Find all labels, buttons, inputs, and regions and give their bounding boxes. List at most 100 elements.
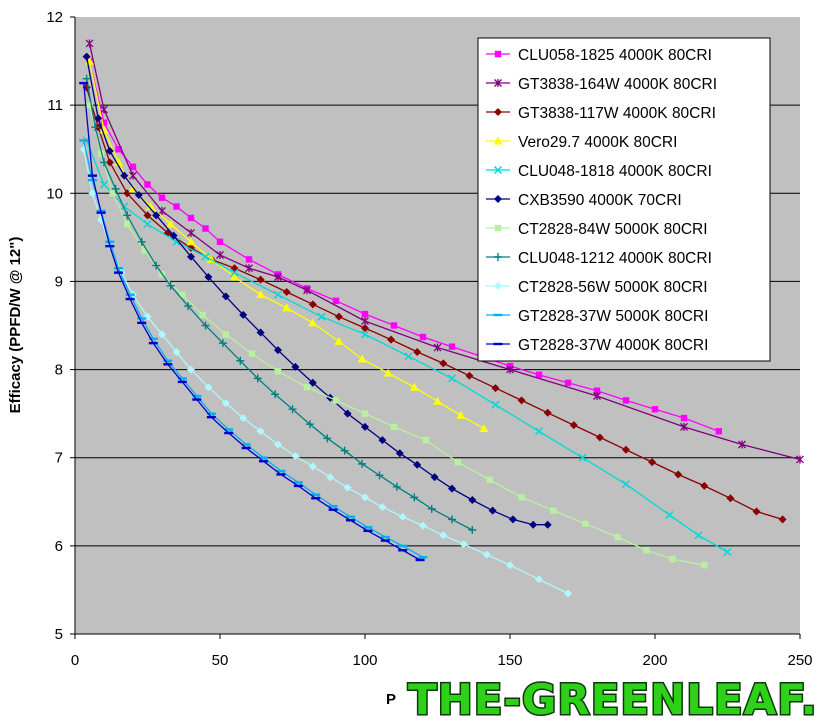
legend-item: CT2828-84W 5000K 80CRI [486, 221, 708, 238]
data-point [518, 494, 525, 501]
data-point [398, 549, 408, 552]
x-tick-label: 0 [71, 652, 79, 669]
data-point [172, 347, 181, 356]
data-point [177, 377, 187, 380]
data-point [508, 515, 517, 524]
data-point [82, 74, 91, 83]
data-point [308, 300, 317, 309]
data-point [361, 310, 369, 318]
data-point [447, 374, 457, 383]
data-point [158, 330, 166, 339]
data-point [375, 471, 384, 480]
legend-label: GT2828-37W 4000K 80CRI [518, 337, 708, 354]
data-point [230, 268, 239, 277]
data-point [206, 412, 216, 415]
legend-label: CT2828-56W 5000K 80CRI [518, 279, 708, 296]
data-point [390, 423, 398, 431]
data-point [564, 379, 572, 386]
data-point [383, 368, 393, 377]
data-point [491, 384, 500, 393]
data-point [363, 526, 373, 529]
series-4 [82, 136, 732, 557]
data-point [422, 436, 430, 444]
data-point [143, 211, 152, 220]
legend-marker [494, 224, 502, 232]
data-point [311, 497, 321, 500]
data-point [221, 399, 230, 408]
data-point [236, 356, 245, 365]
data-point [177, 380, 187, 384]
data-point [614, 533, 621, 541]
legend-item: GT2828-37W 4000K 80CRI [486, 337, 708, 354]
data-point [245, 264, 253, 273]
data-point [593, 392, 601, 401]
legend-label: CLU048-1212 4000K 80CRI [518, 250, 712, 267]
legend: CLU058-1825 4000K 80CRI GT3838-164W 4000K… [477, 37, 771, 362]
series-line [83, 83, 421, 561]
legend-item: GT2828-37W 5000K 80CRI [486, 308, 708, 325]
data-point [363, 529, 373, 533]
data-point [378, 503, 387, 512]
data-point [91, 123, 100, 132]
legend-label: GT3838-117W 4000K 80CRI [518, 105, 716, 122]
data-point [456, 410, 466, 419]
data-point [459, 540, 468, 549]
y-tick-label: 11 [47, 97, 63, 114]
legend-label: GT2828-37W 5000K 80CRI [518, 308, 708, 325]
data-point [380, 535, 390, 539]
data-point [111, 184, 120, 193]
data-point [543, 408, 552, 417]
series-6 [86, 101, 708, 569]
data-point [105, 240, 115, 243]
data-point [120, 171, 129, 180]
series-5 [82, 52, 552, 529]
series-1 [85, 39, 804, 464]
data-point [550, 507, 557, 514]
data-point [187, 214, 195, 222]
data-point [529, 520, 538, 529]
data-point [415, 558, 425, 562]
legend-marker [493, 313, 503, 317]
data-point [105, 244, 115, 248]
data-point [622, 397, 630, 404]
data-point [158, 206, 166, 215]
series-10 [79, 81, 425, 562]
data-point [674, 470, 683, 479]
data-point [433, 343, 442, 352]
data-point [517, 396, 526, 405]
data-point [125, 297, 135, 301]
data-point [100, 119, 108, 126]
data-point [184, 302, 193, 311]
data-point [239, 414, 248, 423]
data-point [482, 550, 491, 559]
legend-marker [493, 136, 503, 145]
data-point [398, 512, 407, 521]
data-point [506, 365, 514, 374]
data-point [134, 191, 143, 200]
data-point [79, 81, 89, 85]
data-point [680, 414, 688, 422]
data-point [564, 589, 572, 598]
data-point [291, 451, 300, 460]
data-point [380, 539, 390, 542]
data-point [124, 220, 131, 228]
data-point [241, 446, 251, 450]
data-point [346, 519, 355, 522]
data-point [534, 427, 544, 436]
data-point [256, 427, 265, 436]
data-point [125, 293, 135, 296]
data-point [141, 247, 148, 254]
data-point [323, 434, 332, 443]
data-point [216, 238, 224, 245]
data-point [535, 575, 543, 584]
data-point [97, 150, 105, 157]
data-point [468, 525, 477, 534]
data-point [387, 335, 396, 344]
legend-item: CXB3590 4000K 70CRI [486, 192, 682, 209]
data-point [137, 237, 146, 246]
data-point [665, 510, 674, 520]
data-point [651, 406, 659, 413]
data-point [273, 290, 283, 299]
y-tick-label: 8 [55, 362, 63, 379]
